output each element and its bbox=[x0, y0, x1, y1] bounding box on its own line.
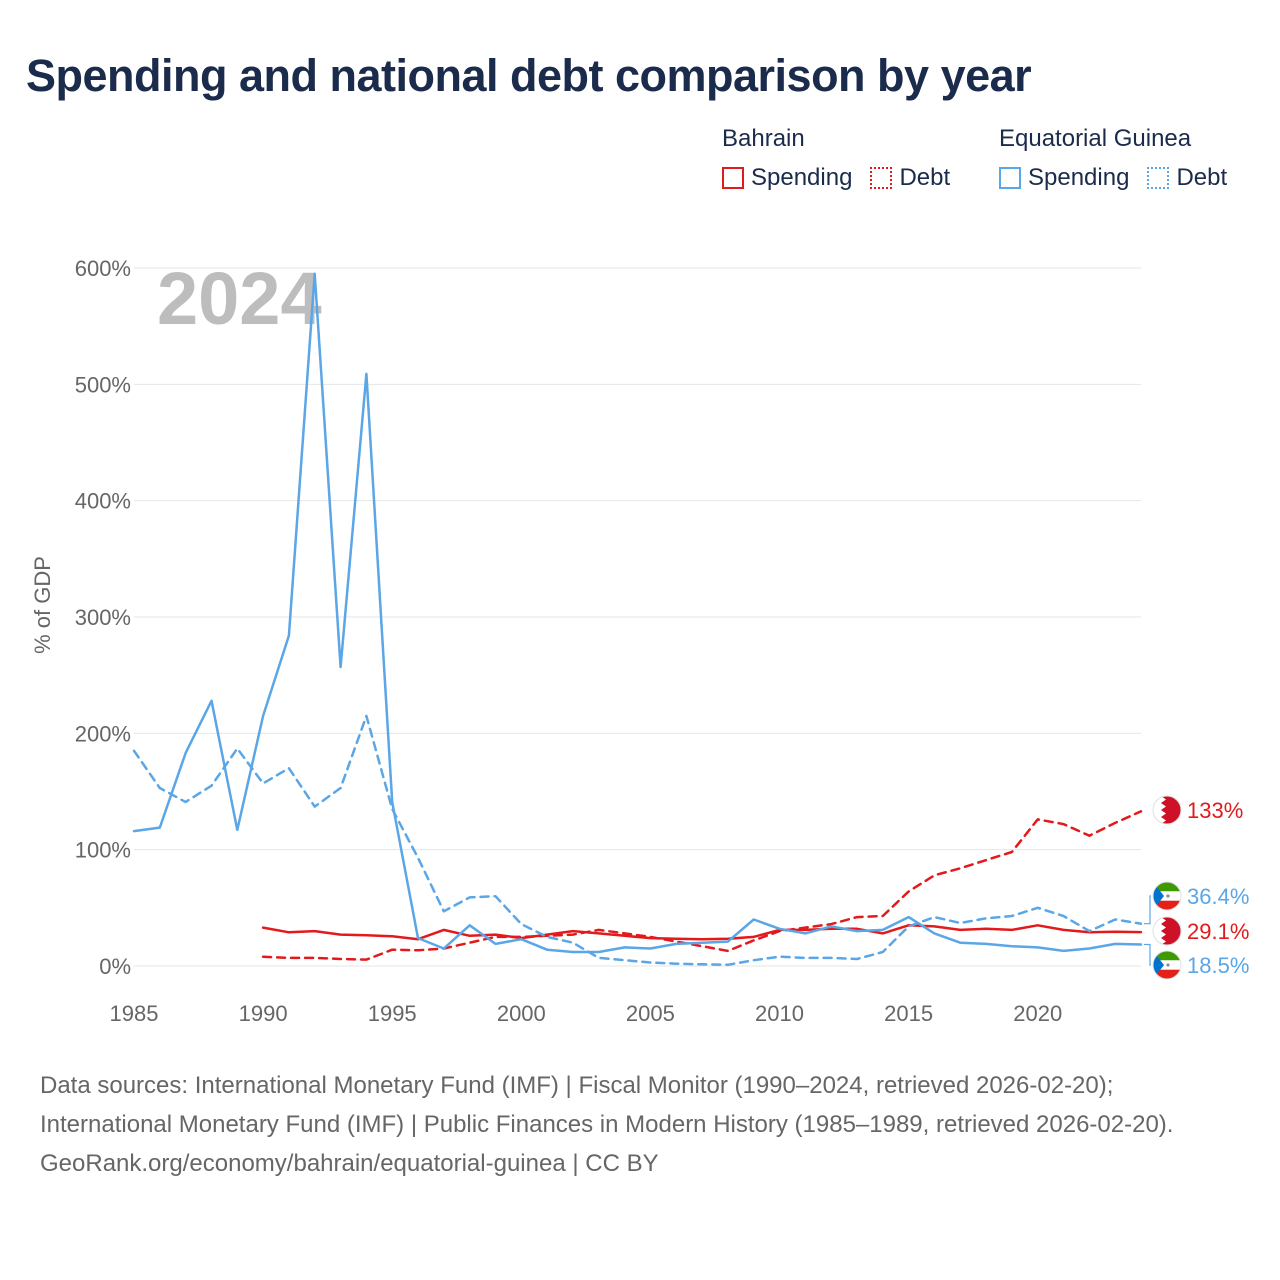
equatorial-guinea-flag-icon bbox=[1152, 881, 1182, 911]
y-tick-label: 500% bbox=[75, 372, 131, 397]
chart-title: Spending and national debt comparison by… bbox=[26, 50, 1032, 101]
end-label-connector bbox=[1144, 943, 1151, 966]
legend-swatch-solid bbox=[999, 167, 1021, 189]
end-value-label: 36.4% bbox=[1187, 884, 1249, 909]
series-line-bahrain-spending[interactable] bbox=[261, 924, 1143, 941]
y-tick-label: 200% bbox=[75, 721, 131, 746]
source-citation: Data sources: International Monetary Fun… bbox=[40, 1072, 1174, 1138]
y-tick-label: 600% bbox=[75, 256, 131, 281]
x-tick-label: 1990 bbox=[239, 1001, 288, 1026]
x-tick-label: 2010 bbox=[755, 1001, 804, 1026]
legend-label: Spending bbox=[1028, 164, 1130, 191]
y-tick-label: 300% bbox=[75, 605, 131, 630]
x-tick-label: 1985 bbox=[110, 1001, 159, 1026]
series bbox=[132, 272, 1143, 967]
line-chart: 0% 100% 200% 300% 400% 500% 600% 1985 1990 1995 2… bbox=[30, 256, 1249, 1026]
y-tick-label: 0% bbox=[99, 954, 131, 979]
series-line-equatorial-guinea-debt[interactable] bbox=[132, 714, 1143, 967]
legend-item-eq-guinea-debt[interactable]: Debt bbox=[1147, 164, 1227, 192]
source-link[interactable]: GeoRank.org/economy/bahrain/equatorial-g… bbox=[40, 1150, 659, 1177]
legend-group-title: Bahrain bbox=[722, 125, 805, 152]
legend-label: Spending bbox=[751, 164, 853, 191]
series-line-equatorial-guinea-spending[interactable] bbox=[132, 272, 1143, 954]
year-overlay: 2024 bbox=[157, 257, 322, 340]
legend-swatch-dotted bbox=[1147, 167, 1170, 189]
equatorial-guinea-flag-icon bbox=[1152, 950, 1182, 980]
legend-item-eq-guinea-spending[interactable]: Spending bbox=[999, 164, 1129, 192]
end-value-label: 18.5% bbox=[1187, 953, 1249, 978]
legend-label: Debt bbox=[899, 164, 951, 191]
legend-group-bahrain: Bahrain Spending Debt bbox=[722, 122, 968, 192]
legend-group-title: Equatorial Guinea bbox=[999, 125, 1192, 152]
y-tick-label: 400% bbox=[75, 489, 131, 514]
x-axis: 1985 1990 1995 2000 2005 2010 2015 2020 bbox=[110, 1001, 1063, 1026]
legend-label: Debt bbox=[1176, 164, 1228, 191]
legend-swatch-dotted bbox=[870, 167, 893, 189]
bahrain-flag-icon bbox=[1152, 795, 1182, 825]
legend-item-bahrain-debt[interactable]: Debt bbox=[870, 164, 950, 192]
y-tick-label: 100% bbox=[75, 838, 131, 863]
x-tick-label: 2005 bbox=[626, 1001, 675, 1026]
end-labels: 133% 36.4% 29.1% 18.5% bbox=[1144, 795, 1249, 980]
y-axis: 0% 100% 200% 300% 400% 500% 600% bbox=[75, 256, 131, 979]
legend-item-bahrain-spending[interactable]: Spending bbox=[722, 164, 852, 192]
end-label-connector bbox=[1144, 895, 1151, 925]
legend-group-equatorial-guinea: Equatorial Guinea Spending Debt bbox=[999, 122, 1245, 192]
gridlines bbox=[134, 267, 1141, 967]
series-line-bahrain-debt[interactable] bbox=[261, 810, 1143, 961]
y-axis-title: % of GDP bbox=[30, 556, 55, 654]
legend-swatch-solid bbox=[722, 167, 744, 189]
x-tick-label: 2020 bbox=[1013, 1001, 1062, 1026]
x-tick-label: 1995 bbox=[368, 1001, 417, 1026]
source-notes: Data sources: International Monetary Fun… bbox=[40, 1066, 1240, 1183]
end-value-label: 29.1% bbox=[1187, 919, 1249, 944]
bahrain-flag-icon bbox=[1152, 916, 1182, 946]
x-tick-label: 2015 bbox=[884, 1001, 933, 1026]
end-value-label: 133% bbox=[1187, 798, 1243, 823]
x-tick-label: 2000 bbox=[497, 1001, 546, 1026]
